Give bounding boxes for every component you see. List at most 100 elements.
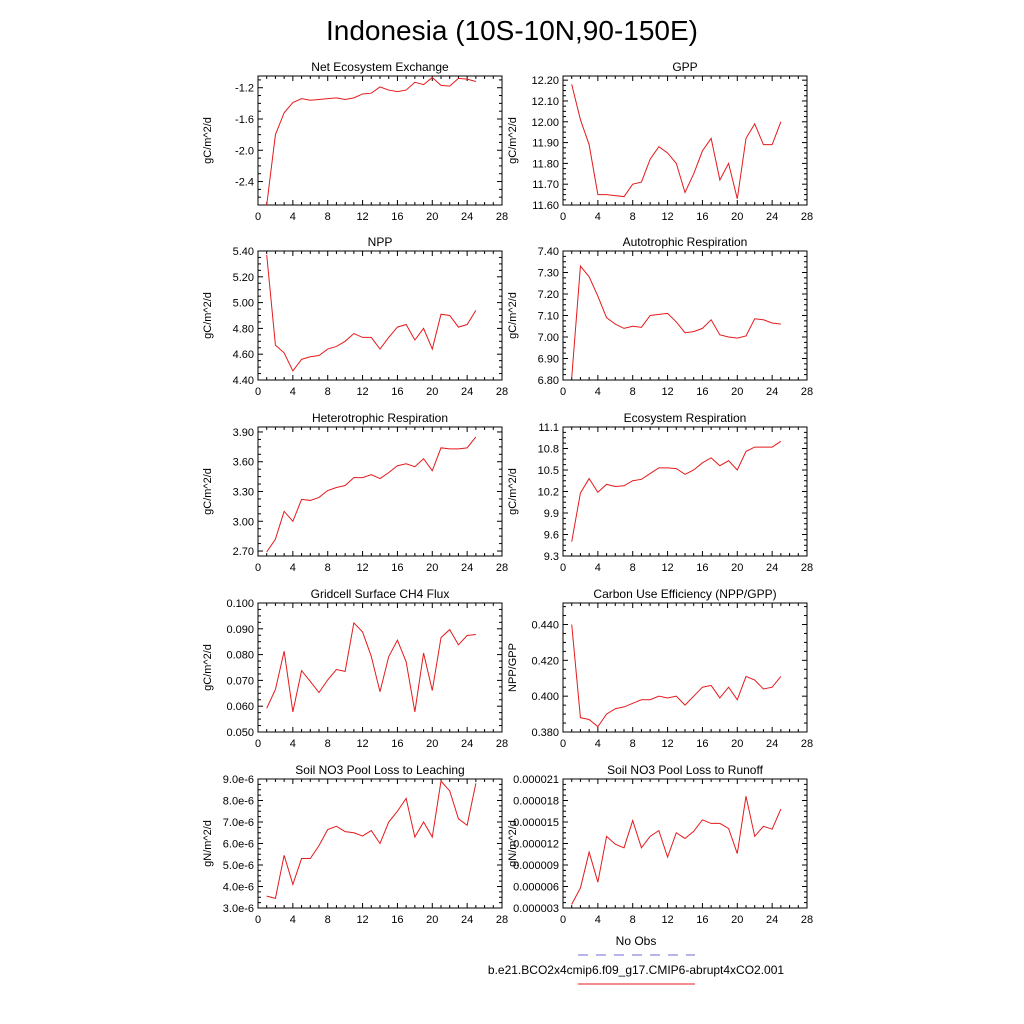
x-tick-label: 28: [801, 211, 813, 223]
y-axis-label: gC/m^2/d: [202, 468, 214, 515]
y-tick-label: 3.00: [233, 516, 254, 528]
y-tick-label: 0.050: [226, 727, 254, 739]
y-tick-label: 12.00: [531, 117, 559, 129]
plot-frame: [562, 426, 808, 557]
y-tick-label: 4.80: [233, 323, 254, 335]
y-tick-label: 0.000015: [513, 817, 559, 829]
panel-5: Ecosystem Respiration gC/m^2/d 0 4 8 12 16 20 24…: [507, 411, 813, 574]
y-tick-label: 2.70: [233, 546, 254, 558]
x-tick-label: 4: [290, 914, 296, 926]
x-tick-label: 28: [496, 211, 508, 223]
y-tick-label: 0.440: [531, 620, 559, 632]
y-tick-label: 5.40: [233, 246, 254, 258]
y-tick-label: 12.10: [531, 96, 559, 108]
y-tick-label: 5.00: [233, 298, 254, 310]
y-tick-label: 0.000006: [513, 882, 559, 894]
y-tick-label: 4.40: [233, 375, 254, 387]
series-line-0: [266, 436, 477, 553]
y-tick-label: 12.20: [531, 75, 559, 87]
y-tick-label: 0.000003: [513, 903, 559, 915]
series-line-0: [266, 621, 476, 712]
x-tick-label: 20: [731, 914, 743, 926]
x-tick-label: 16: [696, 738, 708, 750]
x-tick-label: 8: [630, 386, 636, 398]
panels: Net Ecosystem Exchange gC/m^2/d 0 4 8 12 16 20 2…: [202, 60, 813, 926]
x-tick-label: 0: [560, 738, 566, 750]
panel-8: Soil NO3 Pool Loss to Leaching gN/m^2/d 0 4…: [202, 763, 508, 926]
y-axis-label: gN/m^2/d: [202, 820, 214, 867]
x-tick-label: 24: [766, 914, 778, 926]
x-tick-label: 20: [731, 562, 743, 574]
y-tick-label: 7.10: [538, 311, 559, 323]
panel-title: Heterotrophic Respiration: [312, 411, 448, 425]
x-tick-label: 12: [661, 211, 673, 223]
panel-0: Net Ecosystem Exchange gC/m^2/d 0 4 8 12 16 20 2…: [202, 60, 508, 223]
x-tick-label: 4: [595, 386, 601, 398]
x-tick-label: 24: [766, 738, 778, 750]
y-tick-label: 10.2: [538, 487, 559, 499]
plot-frame: [562, 602, 808, 733]
y-tick-label: 5.20: [233, 272, 254, 284]
y-tick-label: 11.90: [532, 138, 559, 150]
x-tick-label: 28: [801, 914, 813, 926]
x-tick-label: 0: [255, 386, 261, 398]
x-tick-label: 16: [696, 211, 708, 223]
series-line-0: [266, 76, 476, 206]
panel-4: Heterotrophic Respiration gC/m^2/d 0 4 8 12 16…: [202, 411, 508, 574]
y-tick-label: 9.0e-6: [223, 774, 254, 786]
x-tick-label: 24: [461, 386, 473, 398]
x-tick-label: 12: [661, 386, 673, 398]
y-tick-label: 11.80: [532, 158, 559, 170]
y-axis-label: NPP/GPP: [507, 643, 519, 692]
x-tick-label: 28: [496, 562, 508, 574]
y-tick-label: 9.3: [544, 551, 559, 563]
y-tick-label: 9.9: [544, 508, 559, 520]
x-tick-label: 20: [731, 211, 743, 223]
y-tick-label: -1.2: [235, 83, 254, 95]
legend: No Obs b.e21.BCO2x4cmip6.f09_g17.CMIP6-a…: [488, 934, 784, 985]
y-tick-label: 7.20: [538, 289, 559, 301]
x-tick-label: 8: [325, 914, 331, 926]
y-axis-label: gN/m^2/d: [507, 820, 519, 867]
panel-title: Autotrophic Respiration: [623, 235, 748, 249]
x-tick-label: 8: [630, 562, 636, 574]
x-tick-label: 28: [801, 386, 813, 398]
x-tick-label: 12: [356, 211, 368, 223]
panel-6: Gridcell Surface CH4 Flux gC/m^2/d 0 4 8 12 16…: [202, 587, 508, 750]
x-tick-label: 24: [766, 386, 778, 398]
plot-frame: [257, 75, 503, 206]
y-tick-label: 3.90: [233, 427, 254, 439]
y-tick-label: 0.070: [226, 675, 254, 687]
y-tick-label: 0.380: [531, 727, 559, 739]
x-tick-label: 20: [426, 738, 438, 750]
x-tick-label: 4: [595, 562, 601, 574]
plot-frame: [257, 426, 503, 557]
y-tick-label: 0.100: [226, 598, 254, 610]
x-tick-label: 12: [661, 738, 673, 750]
y-tick-label: 0.060: [226, 701, 254, 713]
series-line-0: [266, 254, 477, 372]
x-tick-label: 0: [255, 562, 261, 574]
x-tick-label: 4: [595, 914, 601, 926]
x-tick-label: 8: [630, 211, 636, 223]
x-tick-label: 4: [290, 386, 296, 398]
y-tick-label: 0.090: [226, 624, 254, 636]
x-tick-label: 28: [496, 914, 508, 926]
x-tick-label: 12: [356, 386, 368, 398]
y-axis-label: gC/m^2/d: [507, 468, 519, 515]
x-tick-label: 24: [766, 562, 778, 574]
y-tick-label: 5.0e-6: [223, 860, 254, 872]
x-tick-label: 0: [560, 386, 566, 398]
panel-3: Autotrophic Respiration gC/m^2/d 0 4 8 12 16 20…: [507, 235, 813, 398]
y-tick-label: 7.40: [538, 246, 559, 258]
y-tick-label: 6.80: [538, 375, 559, 387]
y-tick-label: 11.60: [532, 200, 559, 212]
y-tick-label: 6.90: [538, 354, 559, 366]
x-tick-label: 12: [356, 914, 368, 926]
x-tick-label: 4: [290, 211, 296, 223]
y-tick-label: 0.000018: [513, 796, 559, 808]
y-tick-label: 10.8: [538, 444, 559, 456]
figure-title: Indonesia (10S-10N,90-150E): [326, 15, 698, 46]
panel-9: Soil NO3 Pool Loss to Runoff gN/m^2/d 0 4 8 1…: [507, 763, 813, 926]
y-tick-label: 11.1: [538, 422, 559, 434]
